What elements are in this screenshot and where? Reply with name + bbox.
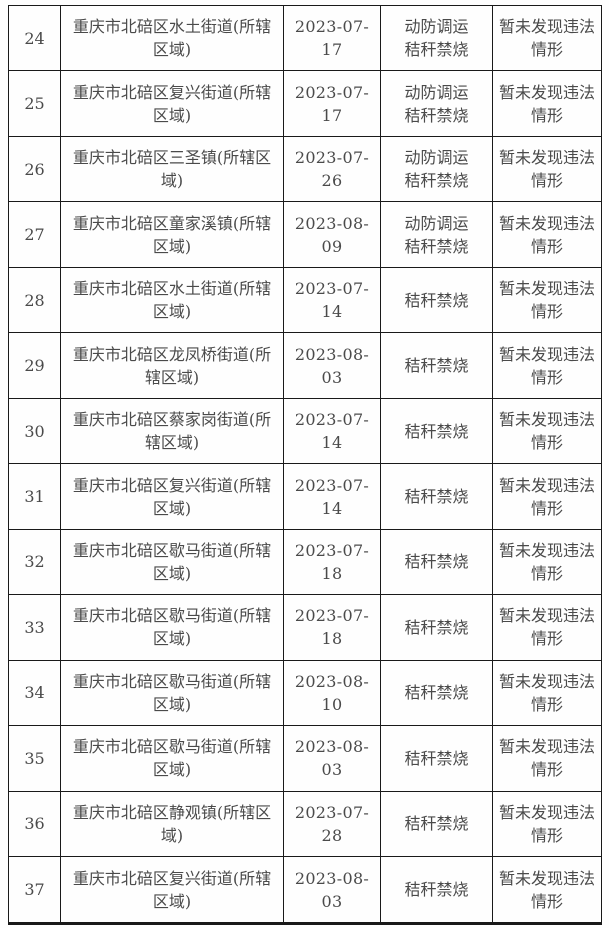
row-number: 33 — [8, 594, 61, 661]
inspection-result: 暂未发现违法 情形 — [492, 70, 602, 137]
inspection-type: 秸秆禁烧 — [380, 332, 493, 399]
inspected-location: 重庆市北碚区歇马街道(所辖 区域) — [60, 528, 284, 596]
inspection-date: 2023-08-09 — [283, 201, 381, 268]
table-row: 33 重庆市北碚区歇马街道(所辖 区域) 2023-07-18 秸秆禁烧 暂未发… — [8, 594, 602, 661]
inspection-date: 2023-07-14 — [283, 266, 381, 334]
inspection-type: 动防调运 秸秆禁烧 — [380, 4, 493, 72]
row-number: 24 — [8, 4, 61, 72]
inspection-date: 2023-07-17 — [283, 70, 381, 137]
inspected-location: 重庆市北碚区歇马街道(所辖 区域) — [60, 594, 284, 661]
table-row: 26 重庆市北碚区三圣镇(所辖区 域) 2023-07-26 动防调运 秸秆禁烧… — [8, 135, 602, 203]
inspected-location: 重庆市北碚区童家溪镇(所辖 区域) — [60, 201, 284, 268]
row-number: 30 — [8, 397, 61, 465]
table-row: 32 重庆市北碚区歇马街道(所辖 区域) 2023-07-18 秸秆禁烧 暂未发… — [8, 528, 602, 596]
table-row: 35 重庆市北碚区歇马街道(所辖 区域) 2023-08-03 秸秆禁烧 暂未发… — [8, 725, 602, 792]
inspection-type: 秸秆禁烧 — [380, 528, 493, 596]
inspection-result: 暂未发现违法 情形 — [492, 594, 602, 661]
table-row: 25 重庆市北碚区复兴街道(所辖 区域) 2023-07-17 动防调运 秸秆禁… — [8, 70, 602, 137]
inspection-date: 2023-08-03 — [283, 856, 381, 924]
table-row: 29 重庆市北碚区龙凤桥街道(所 辖区域) 2023-08-03 秸秆禁烧 暂未… — [8, 332, 602, 399]
table-row: 30 重庆市北碚区蔡家岗街道(所 辖区域) 2023-07-14 秸秆禁烧 暂未… — [8, 397, 602, 465]
inspection-result: 暂未发现违法 情形 — [492, 4, 602, 72]
inspection-type: 秸秆禁烧 — [380, 659, 493, 727]
inspected-location: 重庆市北碚区歇马街道(所辖 区域) — [60, 659, 284, 727]
inspected-location: 重庆市北碚区复兴街道(所辖 区域) — [60, 856, 284, 924]
inspection-date: 2023-07-18 — [283, 528, 381, 596]
inspection-type: 动防调运 秸秆禁烧 — [380, 135, 493, 203]
table-row: 37 重庆市北碚区复兴街道(所辖 区域) 2023-08-03 秸秆禁烧 暂未发… — [8, 856, 602, 924]
inspection-type: 秸秆禁烧 — [380, 463, 493, 530]
inspection-result: 暂未发现违法 情形 — [492, 397, 602, 465]
inspection-result: 暂未发现违法 情形 — [492, 856, 602, 924]
inspection-result: 暂未发现违法 情形 — [492, 332, 602, 399]
table-row: 27 重庆市北碚区童家溪镇(所辖 区域) 2023-08-09 动防调运 秸秆禁… — [8, 201, 602, 268]
inspection-records-table: 24 重庆市北碚区水土街道(所辖 区域) 2023-07-17 动防调运 秸秆禁… — [8, 4, 602, 925]
inspected-location: 重庆市北碚区复兴街道(所辖 区域) — [60, 70, 284, 137]
inspection-type: 动防调运 秸秆禁烧 — [380, 70, 493, 137]
inspection-date: 2023-07-28 — [283, 790, 381, 858]
inspection-date: 2023-07-14 — [283, 463, 381, 530]
table-row: 31 重庆市北碚区复兴街道(所辖 区域) 2023-07-14 秸秆禁烧 暂未发… — [8, 463, 602, 530]
table-row: 24 重庆市北碚区水土街道(所辖 区域) 2023-07-17 动防调运 秸秆禁… — [8, 4, 602, 72]
inspection-date: 2023-07-26 — [283, 135, 381, 203]
inspection-type: 动防调运 秸秆禁烧 — [380, 201, 493, 268]
table-body: 24 重庆市北碚区水土街道(所辖 区域) 2023-07-17 动防调运 秸秆禁… — [8, 4, 602, 924]
inspection-result: 暂未发现违法 情形 — [492, 266, 602, 334]
row-number: 31 — [8, 463, 61, 530]
row-number: 36 — [8, 790, 61, 858]
inspection-date: 2023-08-10 — [283, 659, 381, 727]
row-number: 32 — [8, 528, 61, 596]
row-number: 28 — [8, 266, 61, 334]
inspection-type: 秸秆禁烧 — [380, 856, 493, 924]
inspection-result: 暂未发现违法 情形 — [492, 790, 602, 858]
inspected-location: 重庆市北碚区水土街道(所辖 区域) — [60, 266, 284, 334]
inspection-date: 2023-07-18 — [283, 594, 381, 661]
inspection-date: 2023-07-14 — [283, 397, 381, 465]
row-number: 25 — [8, 70, 61, 137]
row-number: 27 — [8, 201, 61, 268]
inspected-location: 重庆市北碚区静观镇(所辖区 域) — [60, 790, 284, 858]
row-number: 34 — [8, 659, 61, 727]
inspection-result: 暂未发现违法 情形 — [492, 528, 602, 596]
inspected-location: 重庆市北碚区蔡家岗街道(所 辖区域) — [60, 397, 284, 465]
inspected-location: 重庆市北碚区三圣镇(所辖区 域) — [60, 135, 284, 203]
inspection-type: 秸秆禁烧 — [380, 397, 493, 465]
inspection-date: 2023-08-03 — [283, 725, 381, 792]
table-row: 36 重庆市北碚区静观镇(所辖区 域) 2023-07-28 秸秆禁烧 暂未发现… — [8, 790, 602, 858]
table-row: 28 重庆市北碚区水土街道(所辖 区域) 2023-07-14 秸秆禁烧 暂未发… — [8, 266, 602, 334]
table-row: 34 重庆市北碚区歇马街道(所辖 区域) 2023-08-10 秸秆禁烧 暂未发… — [8, 659, 602, 727]
inspection-type: 秸秆禁烧 — [380, 266, 493, 334]
row-number: 26 — [8, 135, 61, 203]
inspected-location: 重庆市北碚区复兴街道(所辖 区域) — [60, 463, 284, 530]
inspection-result: 暂未发现违法 情形 — [492, 135, 602, 203]
inspected-location: 重庆市北碚区歇马街道(所辖 区域) — [60, 725, 284, 792]
inspection-date: 2023-07-17 — [283, 4, 381, 72]
inspection-result: 暂未发现违法 情形 — [492, 201, 602, 268]
inspection-date: 2023-08-03 — [283, 332, 381, 399]
inspected-location: 重庆市北碚区水土街道(所辖 区域) — [60, 4, 284, 72]
row-number: 35 — [8, 725, 61, 792]
row-number: 29 — [8, 332, 61, 399]
inspection-type: 秸秆禁烧 — [380, 594, 493, 661]
inspection-result: 暂未发现违法 情形 — [492, 659, 602, 727]
inspection-result: 暂未发现违法 情形 — [492, 725, 602, 792]
inspected-location: 重庆市北碚区龙凤桥街道(所 辖区域) — [60, 332, 284, 399]
inspection-result: 暂未发现违法 情形 — [492, 463, 602, 530]
inspection-type: 秸秆禁烧 — [380, 790, 493, 858]
inspection-type: 秸秆禁烧 — [380, 725, 493, 792]
row-number: 37 — [8, 856, 61, 924]
